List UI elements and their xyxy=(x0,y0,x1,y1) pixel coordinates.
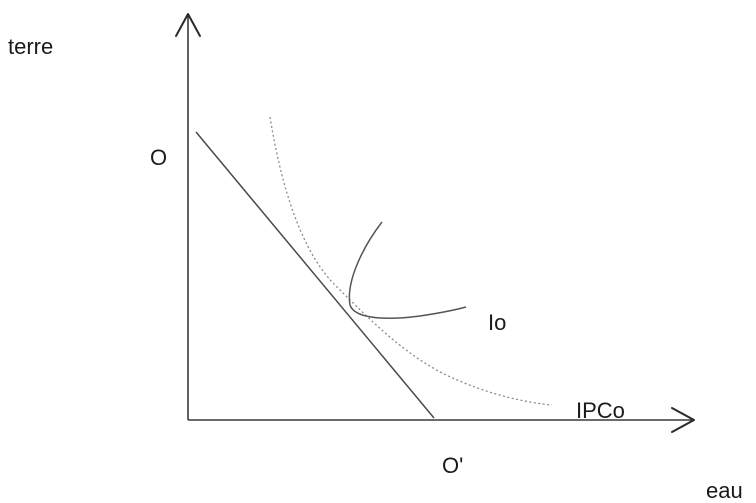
x-axis-label: eau xyxy=(706,478,743,503)
ipco-curve xyxy=(269,116,553,406)
y-axis-arrow-icon xyxy=(175,13,201,37)
origin-point-label: O xyxy=(150,145,167,170)
intercept-point-label: O' xyxy=(442,453,463,478)
budget-line xyxy=(195,131,435,419)
y-axis-label: terre xyxy=(8,34,53,59)
io-curve-label: Io xyxy=(488,310,506,335)
x-axis-arrow-icon xyxy=(671,407,695,433)
ipco-curve-label: IPCo xyxy=(576,398,625,423)
io-curve xyxy=(348,221,467,319)
